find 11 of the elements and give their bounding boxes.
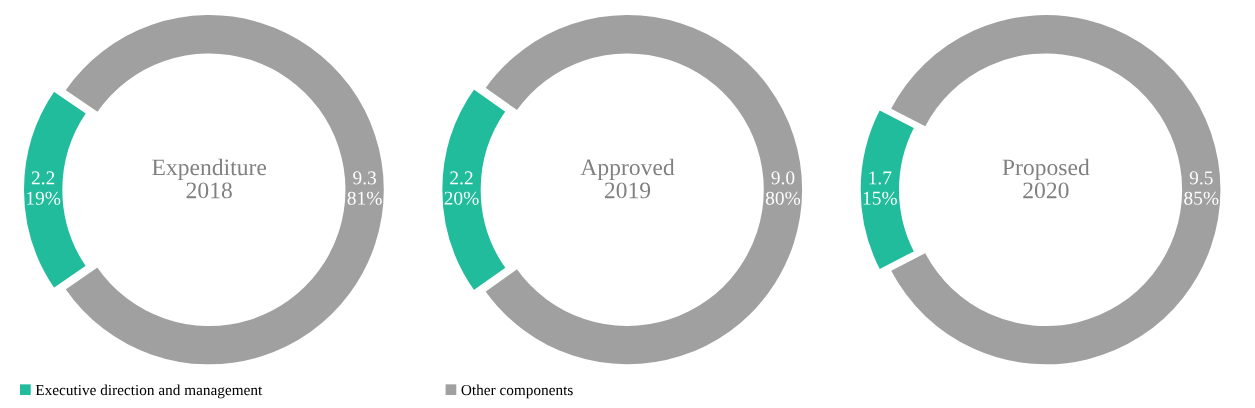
data-label: 9.3 81% [347,171,382,205]
data-label: 9.0 80% [765,171,801,205]
data-label: 2.2 20% [444,171,479,205]
text: Approved 2019 [580,158,675,199]
data-label: 9.5 85% [1184,171,1219,205]
text: Expenditure 2018 [152,158,267,199]
text: Proposed 2020 [1002,158,1090,199]
data-label: 2.2 19% [27,171,61,205]
data-label: 1.7 15% [863,171,897,205]
legend-label: Other components [461,384,573,399]
legend-label: Executive direction and management [35,384,263,399]
